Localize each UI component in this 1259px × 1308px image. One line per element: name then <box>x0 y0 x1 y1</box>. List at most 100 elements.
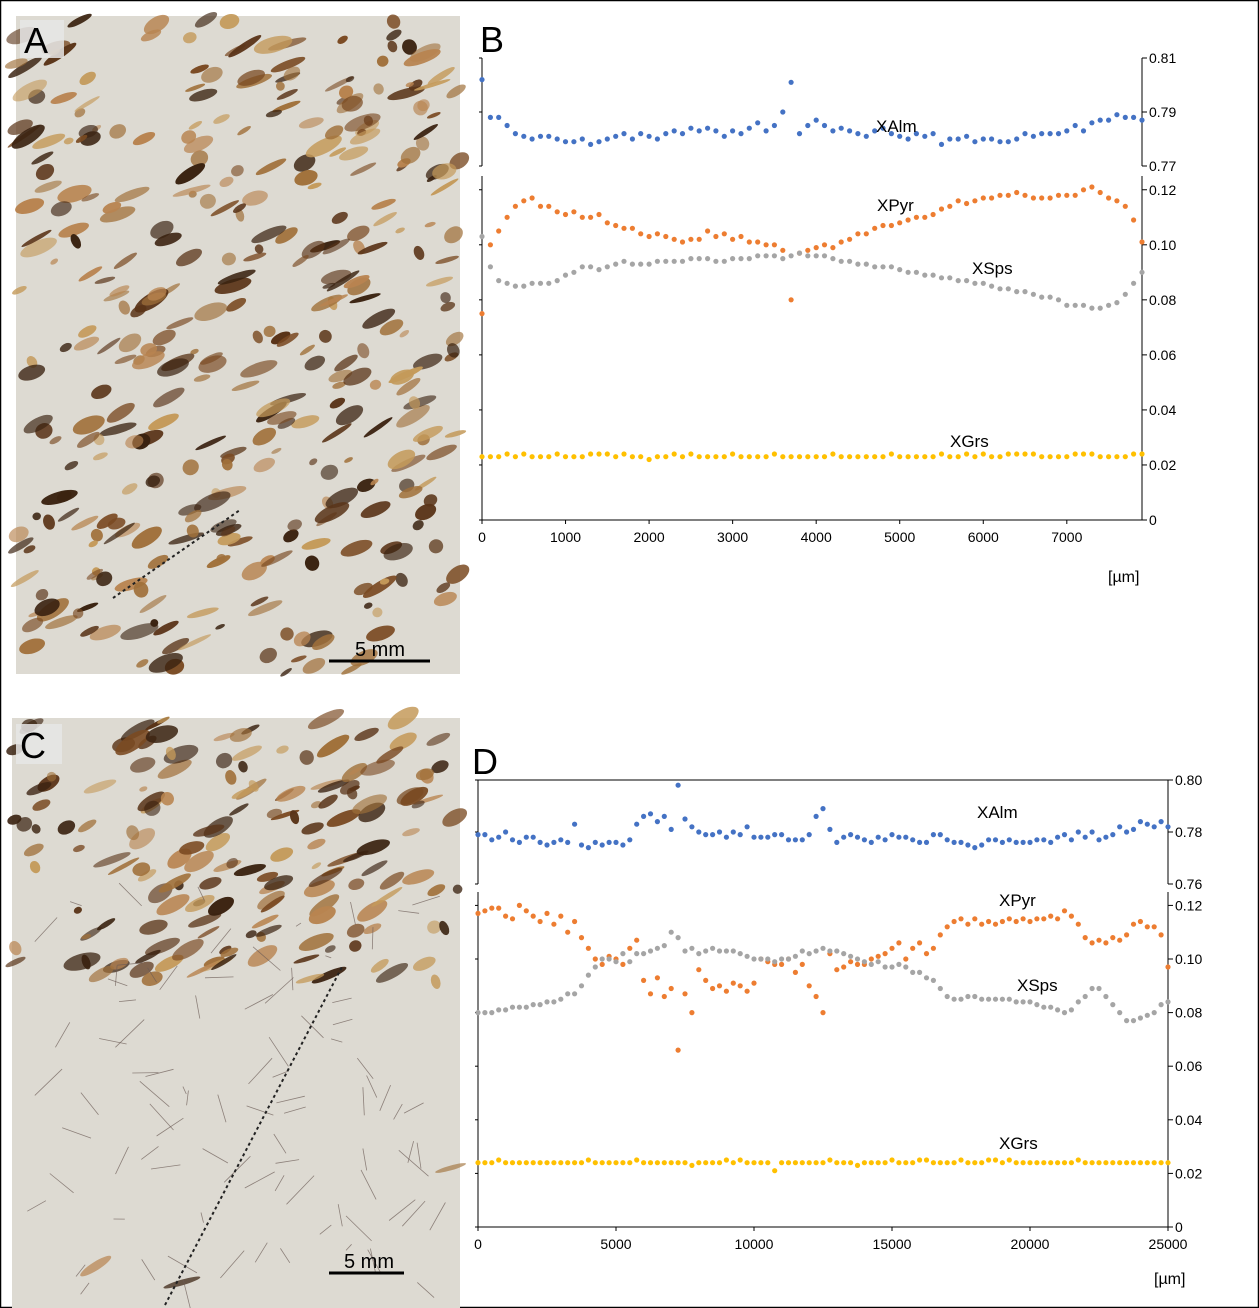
photo-crack <box>248 1057 273 1085</box>
photo-grain <box>256 398 291 418</box>
chart-b-point-xsps <box>1039 294 1045 300</box>
chart-d-point-xsps <box>854 956 861 962</box>
photo-grain <box>93 452 108 461</box>
chart-d-point-xpyr <box>696 967 702 973</box>
chart-d-point-xgrs <box>523 1160 529 1166</box>
photo-grain <box>263 325 276 338</box>
chart-d-point-xsps <box>647 948 654 954</box>
photo-grain <box>114 577 148 592</box>
photo-grain <box>153 387 185 408</box>
photo-grain <box>350 162 377 176</box>
photo-crack <box>332 997 352 1003</box>
photo-grain <box>256 871 279 882</box>
photo-grain <box>184 850 214 873</box>
chart-d-ytick-label: 0.78 <box>1175 824 1202 840</box>
chart-b-point-xsps <box>554 278 560 284</box>
photo-grain <box>444 430 467 438</box>
photo-grain <box>217 269 256 285</box>
chart-d-point-xsps <box>1061 1010 1068 1016</box>
photo-grain <box>376 55 389 67</box>
chart-b-point-xgrs <box>788 454 794 460</box>
photo-crack <box>291 967 294 991</box>
photo-grain <box>231 380 260 392</box>
photo-grain <box>210 519 237 533</box>
photo-grain <box>115 729 150 756</box>
chart-b-point-xpyr <box>596 211 602 218</box>
chart-d-point-xalm <box>806 832 812 838</box>
chart-b-point-xpyr <box>989 195 995 201</box>
chart-d-point-xpyr <box>923 951 930 957</box>
chart-b-point-xpyr <box>813 245 819 251</box>
chart-b-point-xalm <box>922 133 928 139</box>
chart-d-point-xgrs <box>813 1160 819 1166</box>
photo-grain <box>322 282 336 289</box>
chart-d-point-xgrs <box>1130 1160 1137 1166</box>
chart-d-point-xalm <box>1061 832 1068 838</box>
chart-b-point-xsps <box>955 278 961 284</box>
chart-b-point-xgrs <box>796 454 803 460</box>
photo-grain <box>436 582 451 593</box>
chart-b-point-xsps <box>1047 294 1053 300</box>
chart-d-point-xalm <box>1082 834 1088 840</box>
chart-b-point-xsps <box>529 280 535 286</box>
chart-b-point-xsps <box>713 258 719 264</box>
chart-b-point-xgrs <box>755 454 761 460</box>
chart-b-point-xpyr <box>705 228 711 234</box>
photo-grain <box>188 120 203 130</box>
photo-grain <box>254 244 264 254</box>
chart-b-point-xgrs <box>654 454 661 460</box>
chart-d-point-xsps <box>675 935 681 941</box>
photo-grain <box>165 746 176 761</box>
photo-crack <box>350 901 356 925</box>
chart-d-point-xsps <box>661 943 667 949</box>
chart-d-point-xgrs <box>578 1160 585 1166</box>
photo-grain <box>160 791 174 806</box>
chart-d-point-xgrs <box>716 1160 723 1166</box>
chart-d-point-xsps <box>592 964 598 970</box>
chart-b-point-xpyr <box>562 211 569 218</box>
photo-grain <box>357 241 388 255</box>
photo-grain <box>59 342 72 353</box>
photo-grain <box>114 186 150 203</box>
chart-d-point-xpyr <box>592 956 598 962</box>
chart-d-point-xsps <box>799 948 805 954</box>
photo-crack <box>345 1244 352 1251</box>
photo-grain <box>295 973 325 984</box>
photo-grain <box>413 124 438 140</box>
chart-b-point-xalm <box>1097 117 1103 123</box>
photo-grain <box>352 794 387 815</box>
chart-b-point-xalm <box>888 131 895 137</box>
chart-d-point-xalm <box>703 832 709 838</box>
chart-b-point-xgrs <box>512 454 519 460</box>
photo-grain <box>43 514 55 530</box>
chart-b-point-xalm <box>546 133 552 139</box>
chart-d-point-xpyr <box>1130 921 1137 927</box>
chart-b-point-xgrs <box>696 454 702 460</box>
photo-grain <box>287 519 302 531</box>
chart-d-point-xgrs <box>530 1160 536 1166</box>
chart-d-point-xalm <box>592 839 598 846</box>
photo-grain <box>292 255 309 267</box>
chart-d-point-xalm <box>868 839 874 846</box>
chart-d-point-xsps <box>779 956 785 962</box>
chart-d-point-xpyr <box>475 910 481 917</box>
chart-d-ytick-label: 0.06 <box>1175 1058 1202 1074</box>
photo-grain <box>207 896 235 916</box>
chart-b-point-xsps <box>863 261 869 267</box>
photo-grain <box>319 329 332 343</box>
photo-grain <box>311 966 347 984</box>
chart-d-point-xgrs <box>551 1160 557 1166</box>
chart-d-point-xgrs <box>1027 1160 1033 1166</box>
chart-b-point-xgrs <box>487 454 493 460</box>
photo-grain <box>32 133 66 149</box>
photo-grain <box>389 732 417 751</box>
photo-grain <box>78 266 103 282</box>
chart-d-point-xgrs <box>1048 1160 1054 1166</box>
photo-grain <box>49 436 62 445</box>
photo-grain <box>152 329 176 346</box>
chart-d-point-xpyr <box>979 921 985 927</box>
photo-grain <box>398 486 423 499</box>
chart-d-point-xpyr <box>585 945 592 951</box>
photo-grain <box>221 252 236 266</box>
chart-d-point-xpyr <box>875 953 881 959</box>
